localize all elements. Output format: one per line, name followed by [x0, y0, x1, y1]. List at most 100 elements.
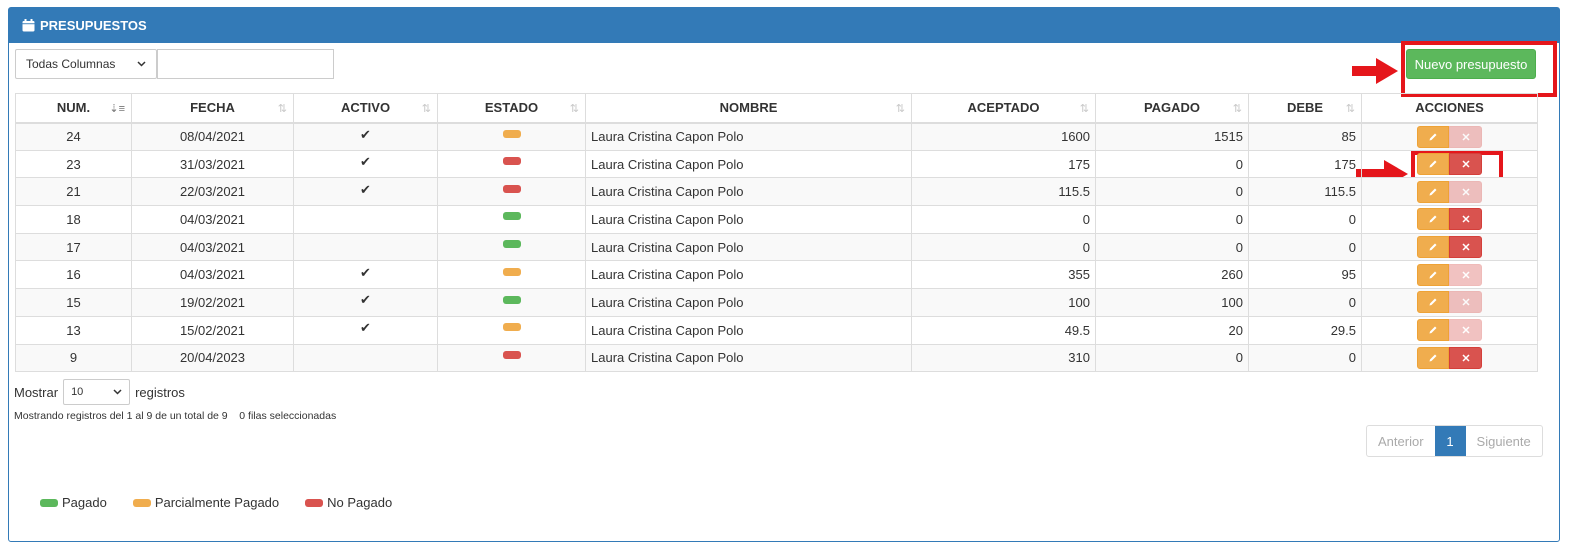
cell-activo [293, 343, 438, 373]
legend-swatch [305, 498, 324, 507]
legend-label: Pagado [62, 495, 107, 510]
cell-activo: ✔ [293, 122, 438, 151]
cell-debe: 175 [1248, 149, 1362, 179]
edit-button[interactable] [1417, 263, 1449, 286]
cell-fecha: 31/03/2021 [131, 149, 294, 179]
cell-num: 9 [15, 343, 132, 373]
table-row[interactable]: 13 15/02/2021 ✔ Laura Cristina Capon Polo 49… [15, 315, 1538, 345]
table-row[interactable]: 21 22/03/2021 ✔ Laura Cristina Capon Polo 11… [15, 177, 1538, 207]
cell-activo: ✔ [293, 177, 438, 207]
col-header-label: ACTIVO [340, 100, 391, 116]
cell-acciones [1361, 205, 1538, 234]
delete-button[interactable] [1449, 125, 1482, 148]
col-header-label: NUM. [56, 100, 91, 116]
delete-button[interactable] [1449, 153, 1482, 176]
close-icon [1461, 298, 1470, 306]
pagination-prev[interactable]: Anterior [1378, 433, 1424, 449]
cell-num: 15 [15, 288, 132, 317]
delete-button[interactable] [1449, 236, 1482, 259]
cell-debe: 0 [1248, 288, 1362, 317]
pencil-icon [1429, 188, 1437, 196]
arrow-icon [1352, 58, 1398, 84]
edit-button[interactable] [1417, 125, 1449, 148]
table-row[interactable]: 16 04/03/2021 ✔ Laura Cristina Capon Polo 35… [15, 260, 1538, 290]
panel-title: PRESUPUESTOS [40, 18, 147, 33]
row-actions [1367, 180, 1532, 203]
table-row[interactable]: 9 20/04/2023 Laura Cristina Capon Polo 310 0… [15, 343, 1538, 373]
edit-button[interactable] [1417, 346, 1449, 369]
cell-pagado: 20 [1095, 315, 1249, 345]
col-header-pagado[interactable]: PAGADO ⇅ [1095, 93, 1249, 124]
cell-acciones [1361, 260, 1538, 290]
cell-acciones [1361, 122, 1538, 151]
page-length-value: 10 [71, 386, 84, 398]
edit-button[interactable] [1417, 319, 1449, 342]
check-icon: ✔ [360, 181, 371, 197]
col-header-estado[interactable]: ESTADO ⇅ [437, 93, 586, 124]
col-header-acciones: ACCIONES [1361, 93, 1538, 124]
pagination-page-current[interactable]: 1 [1434, 426, 1466, 456]
page-length-select[interactable]: 10 [63, 379, 131, 405]
cell-aceptado: 100 [911, 288, 1096, 317]
col-header-aceptado[interactable]: ACEPTADO ⇅ [911, 93, 1096, 124]
table-row[interactable]: 18 04/03/2021 Laura Cristina Capon Polo 0 0 0 [15, 205, 1538, 234]
cell-nombre: Laura Cristina Capon Polo [585, 260, 912, 290]
delete-button[interactable] [1449, 208, 1482, 231]
table-row[interactable]: 15 19/02/2021 ✔ Laura Cristina Capon Polo 10… [15, 288, 1538, 317]
edit-button[interactable] [1417, 180, 1449, 203]
col-header-fecha[interactable]: FECHA ⇅ [131, 93, 294, 124]
search-input[interactable] [157, 49, 334, 79]
col-header-label: ESTADO [484, 100, 539, 116]
cell-debe: 85 [1248, 122, 1362, 151]
cell-fecha: 15/02/2021 [131, 315, 294, 345]
cell-pagado: 1515 [1095, 122, 1249, 151]
col-header-num[interactable]: NUM. ⇣≡ [15, 93, 132, 124]
close-icon [1461, 215, 1470, 223]
legend-item-partial: Parcialmente Pagado [132, 495, 279, 510]
edit-button[interactable] [1417, 208, 1449, 231]
page-length-suffix: registros [135, 384, 185, 400]
cell-estado [437, 343, 586, 373]
table-row[interactable]: 24 08/04/2021 ✔ Laura Cristina Capon Polo 16… [15, 122, 1538, 151]
cell-activo [293, 205, 438, 234]
new-budget-button[interactable]: Nuevo presupuesto [1406, 49, 1536, 79]
status-badge [502, 295, 521, 304]
row-actions [1367, 319, 1532, 342]
col-header-label: ACCIONES [1415, 100, 1484, 116]
cell-activo: ✔ [293, 260, 438, 290]
chevron-down-icon [137, 61, 146, 67]
check-icon: ✔ [360, 126, 371, 142]
edit-button[interactable] [1417, 153, 1449, 176]
delete-button[interactable] [1449, 180, 1482, 203]
sort-icon: ⇅ [895, 103, 905, 115]
edit-button[interactable] [1417, 236, 1449, 259]
cell-nombre: Laura Cristina Capon Polo [585, 343, 912, 373]
page-length-prefix: Mostrar [14, 384, 59, 400]
col-header-label: FECHA [190, 100, 235, 116]
table-header-row: NUM. ⇣≡ FECHA ⇅ ACTIVO ⇅ ESTADO ⇅ NOMBRE ⇅ AC… [15, 93, 1538, 124]
delete-button[interactable] [1449, 319, 1482, 342]
col-header-label: ACEPTADO [967, 100, 1040, 116]
table-row[interactable]: 23 31/03/2021 ✔ Laura Cristina Capon Polo 17… [15, 149, 1538, 179]
page-length-control: Mostrar 10 registros [14, 379, 185, 405]
check-icon: ✔ [360, 292, 371, 308]
column-filter-select[interactable]: Todas Columnas [15, 49, 157, 79]
sort-icon: ⇅ [1079, 103, 1089, 115]
delete-button[interactable] [1449, 263, 1482, 286]
cell-estado [437, 232, 586, 262]
col-header-debe[interactable]: DEBE ⇅ [1248, 93, 1362, 124]
cell-acciones [1361, 288, 1538, 317]
pagination-next[interactable]: Siguiente [1476, 433, 1531, 449]
table-row[interactable]: 17 04/03/2021 Laura Cristina Capon Polo 0 0 0 [15, 232, 1538, 262]
cell-fecha: 04/03/2021 [131, 205, 294, 234]
pencil-icon [1429, 326, 1437, 334]
col-header-nombre[interactable]: NOMBRE ⇅ [585, 93, 912, 124]
delete-button[interactable] [1449, 346, 1482, 369]
delete-button[interactable] [1449, 291, 1482, 314]
col-header-activo[interactable]: ACTIVO ⇅ [293, 93, 438, 124]
cell-fecha: 08/04/2021 [131, 122, 294, 151]
edit-button[interactable] [1417, 291, 1449, 314]
cell-acciones [1361, 177, 1538, 207]
cell-activo: ✔ [293, 149, 438, 179]
cell-fecha: 04/03/2021 [131, 232, 294, 262]
